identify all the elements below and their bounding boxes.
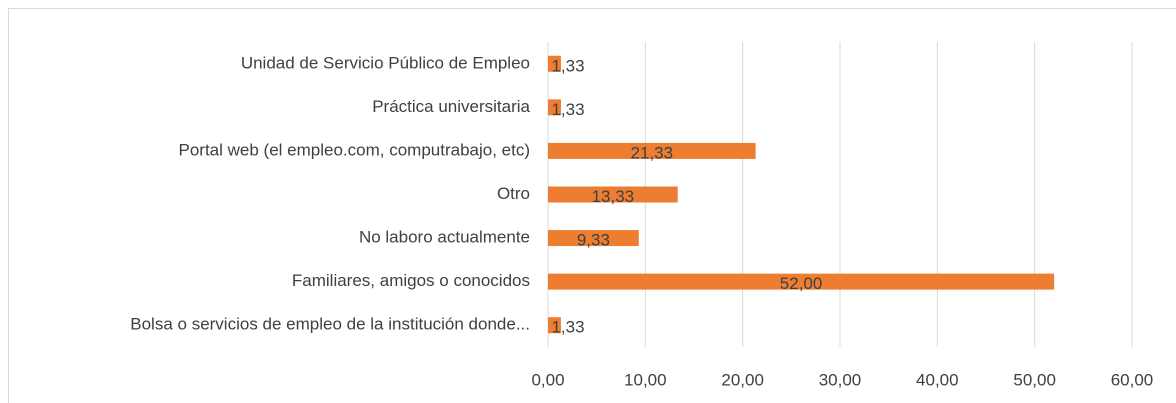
y-tick-label: Práctica universitaria [372, 97, 530, 116]
bar [548, 99, 561, 116]
x-tick-label: 0,00 [531, 370, 564, 389]
data-label: 13,33 [592, 187, 635, 206]
data-label: 1,33 [551, 56, 584, 75]
y-tick-label: Bolsa o servicios de empleo de la instit… [130, 315, 530, 334]
data-label: 21,33 [631, 143, 674, 162]
bar [548, 273, 1055, 290]
bar [548, 55, 561, 72]
y-tick-label: Otro [497, 184, 530, 203]
y-tick-label: Unidad de Servicio Público de Empleo [241, 53, 530, 72]
x-tick-label: 40,00 [916, 370, 959, 389]
y-tick-label: Familiares, amigos o conocidos [292, 271, 530, 290]
bar [548, 186, 678, 203]
data-label: 52,00 [780, 274, 823, 293]
data-label: 1,33 [551, 318, 584, 337]
y-tick-label: Portal web (el empleo.com, computrabajo,… [179, 140, 531, 159]
x-tick-label: 30,00 [819, 370, 862, 389]
chart-frame [8, 8, 1176, 403]
x-tick-label: 60,00 [1111, 370, 1154, 389]
data-label: 1,33 [551, 100, 584, 119]
data-label: 9,33 [577, 231, 610, 250]
bar [548, 230, 639, 247]
x-tick-label: 10,00 [624, 370, 667, 389]
bar [548, 317, 561, 334]
x-tick-label: 50,00 [1013, 370, 1056, 389]
bar [548, 142, 756, 159]
y-tick-label: No laboro actualmente [359, 228, 530, 247]
x-tick-label: 20,00 [721, 370, 764, 389]
